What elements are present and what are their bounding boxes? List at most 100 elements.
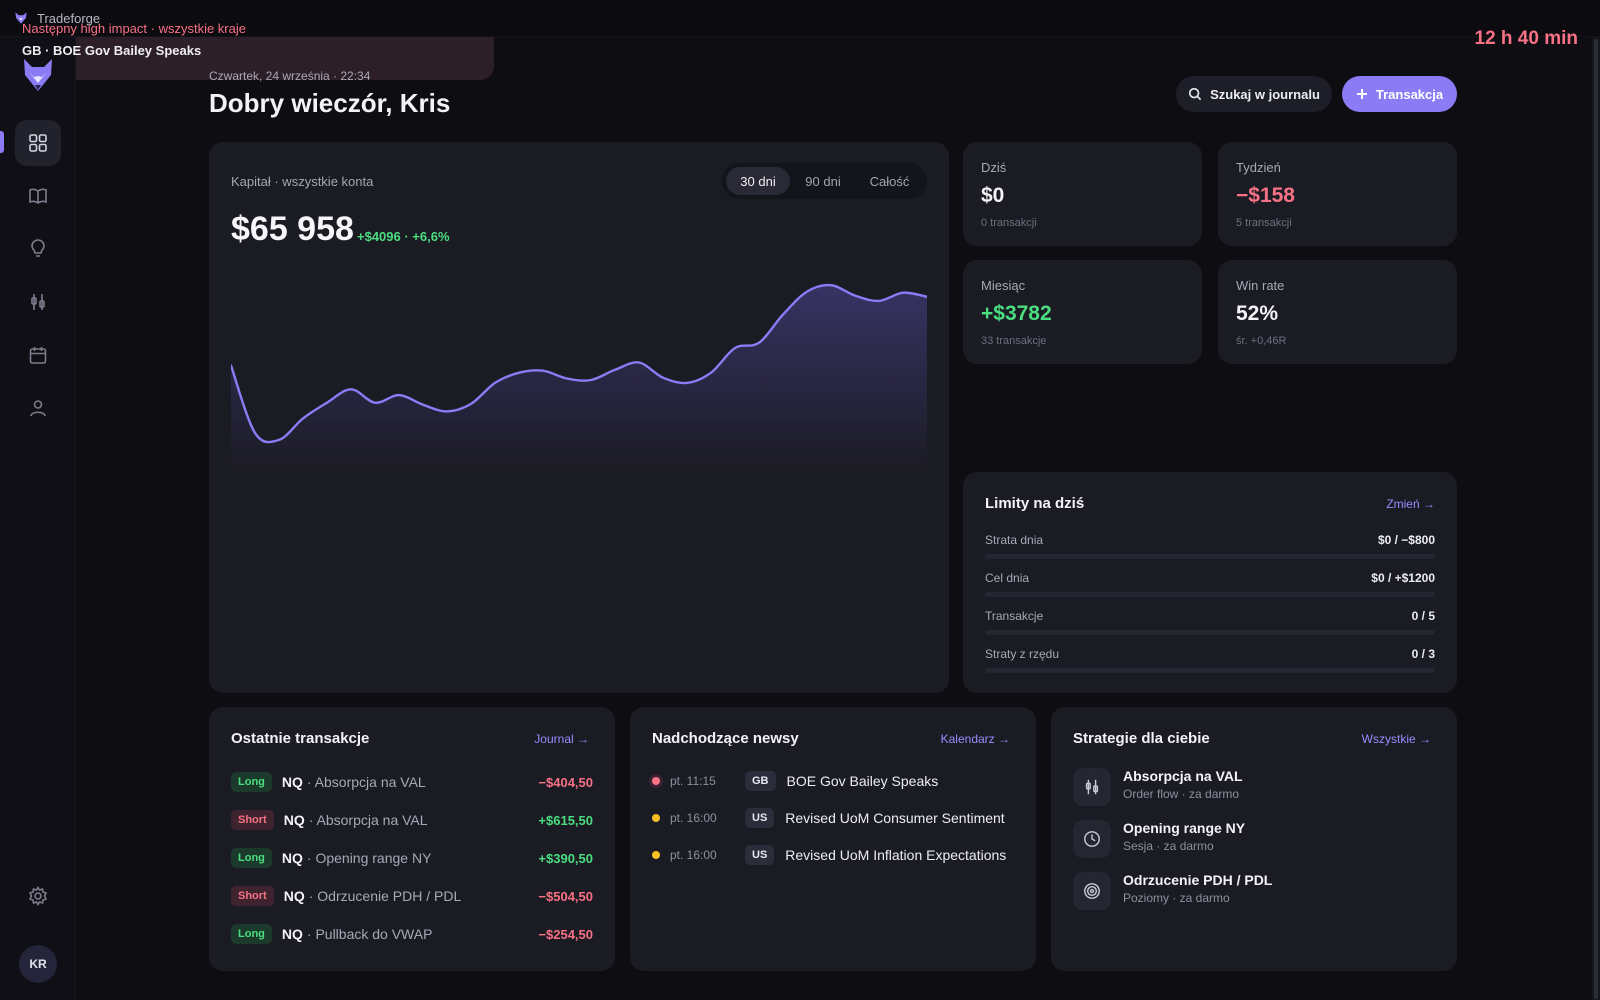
trade-row[interactable]: Short NQ · Odrzucenie PDH / PDL −$504,50 [231,884,593,908]
country-badge: GB [745,771,776,791]
stat-sub: 0 transakcji [981,217,1037,229]
sidebar-item-strategies[interactable] [15,279,61,325]
limit-value: $0 / +$1200 [1371,571,1435,585]
recent-trades-card: Ostatnie transakcje Journal → Long NQ · … [209,707,615,971]
limit-label: Transakcje [985,609,1044,623]
trade-strategy: · Absorpcja na VAL [306,774,426,790]
news-title: Nadchodzące newsy [652,730,799,747]
limit-value: $0 / −$800 [1377,533,1435,547]
news-row[interactable]: pt. 11:15 GB BOE Gov Bailey Speaks [652,769,1022,793]
journal-link[interactable]: Journal → [534,732,589,746]
limit-row: Strata dnia $0 / −$800 [985,533,1435,563]
target-icon [1084,883,1100,899]
capital-card: Kapitał · wszystkie konta 30 dni 90 dni … [209,142,949,693]
strategy-item[interactable]: Odrzucenie PDH / PDL Poziomy · za darmo [1073,872,1433,912]
trade-pnl: −$504,50 [538,888,593,904]
impact-title: Następny high impact · wszystkie kraje [22,21,246,36]
all-strategies-link[interactable]: Wszystkie → [1361,732,1431,746]
lightbulb-icon [31,239,45,257]
tab-30-days[interactable]: 30 dni [726,167,790,195]
active-indicator [0,131,4,153]
trade-pnl: −$404,50 [538,774,593,790]
stat-winrate: Win rate 52% śr. +0,46R [1218,260,1457,364]
limit-progress-bar [985,630,1435,635]
sidebar-item-calendar[interactable] [15,332,61,378]
search-journal-button[interactable]: Szukaj w journalu [1176,76,1332,112]
scrollbar-thumb[interactable] [1594,39,1598,999]
tab-90-days[interactable]: 90 dni [805,173,841,189]
equity-chart [231,283,927,472]
capital-label: Kapitał · wszystkie konta [231,174,374,189]
country-badge: US [745,845,775,865]
trade-symbol: NQ [281,850,303,866]
candlestick-icon [1085,779,1099,795]
trade-pnl: +$615,50 [538,812,593,828]
page-title: Dobry wieczór, Kris [209,88,451,118]
strategy-name: Absorpcja na VAL [1123,768,1243,784]
sidebar-item-ideas[interactable] [15,226,61,272]
stat-sub: 5 transakcji [1236,217,1292,229]
tab-all-time[interactable]: Całość [869,173,910,189]
sidebar-item-profile[interactable] [15,385,61,431]
strategy-icon-box [1073,872,1111,910]
strategy-icon-box [1073,820,1111,858]
limit-progress-bar [985,554,1435,559]
trade-symbol: NQ [283,812,305,828]
trade-strategy: · Pullback do VWAP [306,926,433,942]
limit-value: 0 / 3 [1411,647,1435,661]
news-time: pt. 16:00 [670,848,717,862]
stat-value: −$158 [1236,184,1295,207]
strategy-name: Opening range NY [1123,820,1246,836]
limit-progress-bar [985,668,1435,673]
news-time: pt. 11:15 [670,774,716,788]
limit-row: Transakcje 0 / 5 [985,609,1435,639]
limit-value: 0 / 5 [1411,609,1435,623]
strategy-item[interactable]: Opening range NY Sesja · za darmo [1073,820,1433,860]
strategies-title: Strategie dla ciebie [1073,730,1210,747]
strategy-sub: Poziomy · za darmo [1123,891,1230,905]
limit-row: Straty z rzędu 0 / 3 [985,647,1435,677]
trade-symbol: NQ [281,774,303,790]
side-badge: Long [231,924,272,944]
limit-label: Strata dnia [985,533,1044,547]
side-badge: Long [231,772,272,792]
news-row[interactable]: pt. 16:00 US Revised UoM Inflation Expec… [652,843,1022,867]
trade-symbol: NQ [281,926,303,942]
stat-sub: 33 transakcje [981,335,1047,347]
fox-logo-icon [15,12,27,24]
candlestick-icon [31,294,45,310]
app-title: Tradeforge [37,10,101,26]
equity-area [231,285,927,472]
strategy-icon-box [1073,768,1111,806]
trade-row[interactable]: Long NQ · Absorpcja na VAL −$404,50 [231,770,593,794]
fox-logo-icon[interactable] [22,57,54,93]
date-time: Czwartek, 24 września · 22:34 [209,69,371,83]
stat-month: Miesiąc +$3782 33 transakcje [963,260,1202,364]
trade-row[interactable]: Short NQ · Absorpcja na VAL +$615,50 [231,808,593,832]
trades-title: Ostatnie transakcje [231,730,370,747]
strategy-item[interactable]: Absorpcja na VAL Order flow · za darmo [1073,768,1433,808]
stat-value: +$3782 [981,302,1052,325]
sidebar-item-journal[interactable] [15,173,61,219]
trade-strategy: · Absorpcja na VAL [308,812,428,828]
trade-row[interactable]: Long NQ · Opening range NY +$390,50 [231,846,593,870]
limits-change-link[interactable]: Zmień → [1386,497,1435,511]
upcoming-news-card: Nadchodzące newsy Kalendarz → pt. 11:15 … [630,707,1036,971]
add-transaction-button[interactable]: Transakcja [1342,76,1457,112]
daily-limits-card: Limity na dziś Zmień → Strata dnia $0 / … [963,472,1457,693]
calendar-link[interactable]: Kalendarz → [940,732,1010,746]
news-row[interactable]: pt. 16:00 US Revised UoM Consumer Sentim… [652,806,1022,830]
avatar[interactable]: KR [19,945,57,983]
trade-pnl: +$390,50 [538,850,593,866]
add-label: Transakcja [1375,86,1444,102]
stat-today: Dziś $0 0 transakcji [963,142,1202,246]
stat-value: $0 [981,184,1005,207]
capital-value: $65 958 [231,210,354,248]
strategy-sub: Order flow · za darmo [1123,787,1240,801]
trade-strategy: · Odrzucenie PDH / PDL [308,888,462,904]
sidebar-item-dashboard[interactable] [15,120,61,166]
medium-impact-dot-icon [652,851,660,859]
trade-row[interactable]: Long NQ · Pullback do VWAP −$254,50 [231,922,593,946]
sidebar-item-settings[interactable] [15,873,61,919]
news-title: Revised UoM Consumer Sentiment [785,810,1005,826]
